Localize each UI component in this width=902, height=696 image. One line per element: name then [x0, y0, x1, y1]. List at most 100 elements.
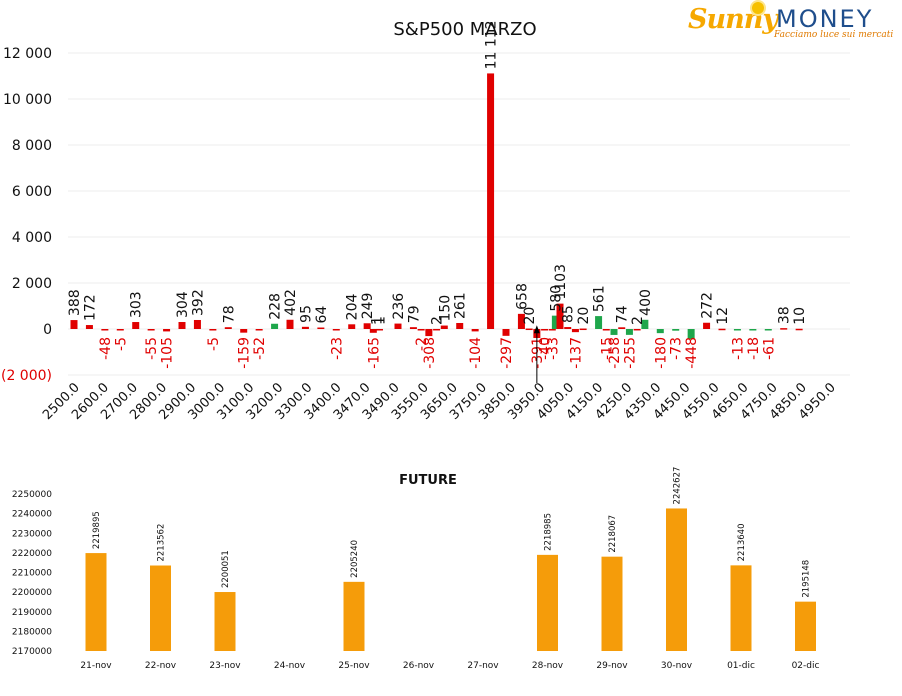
bar: [687, 329, 695, 340]
bar: [672, 329, 680, 331]
bar: [332, 329, 340, 331]
bar: [363, 323, 371, 329]
sun-icon: [752, 2, 764, 14]
bar: [85, 325, 93, 329]
bar: [595, 316, 603, 329]
bar: [633, 328, 641, 331]
future-x-tick-label: 21-nov: [80, 661, 112, 671]
data-label: 2: [430, 316, 446, 325]
future-bar: [150, 565, 171, 651]
future-bar: [214, 592, 236, 651]
bar: [409, 327, 417, 329]
price-marker: [533, 325, 540, 383]
future-x-axis-ticks: 21-nov 22-nov 23-nov 24-nov 25-nov 26-nov 27-n…: [80, 661, 819, 671]
future-y-tick-label: 2220000: [12, 549, 52, 559]
data-label: 38: [777, 306, 793, 324]
future-bars: [85, 508, 816, 651]
bar: [417, 329, 425, 331]
bar: [178, 322, 186, 329]
bar: [487, 73, 495, 329]
data-label: 12: [715, 307, 731, 325]
future-data-label: 2219895: [92, 511, 102, 549]
data-label: 249: [360, 293, 376, 320]
bar: [795, 328, 803, 331]
future-bar: [601, 556, 623, 651]
y-tick-label: 12 000: [3, 46, 52, 62]
data-label: -297: [499, 337, 515, 369]
future-y-tick-label: 2200000: [12, 588, 52, 598]
bar: [602, 329, 610, 331]
data-label: 20: [522, 307, 538, 325]
future-data-labels: 2219895 2213562 2200051 2205240 2218985 22180…: [92, 467, 812, 598]
future-x-tick-label: 28-nov: [532, 661, 564, 671]
bar: [749, 329, 757, 331]
y-tick-label: 2 000: [12, 276, 52, 292]
data-label: -61: [761, 337, 777, 360]
bar: [116, 329, 124, 331]
bar: [551, 315, 559, 329]
bar: [101, 329, 109, 331]
bar: [525, 328, 533, 331]
future-y-tick-label: 2250000: [12, 490, 52, 500]
future-x-tick-label: 30-nov: [661, 661, 693, 671]
data-label: 272: [700, 292, 716, 319]
bar: [618, 327, 626, 329]
bar: [433, 328, 441, 331]
bar: [394, 323, 402, 329]
y-tick-label: (2 000): [1, 368, 52, 384]
y-tick-label: 4 000: [12, 230, 52, 246]
data-label: 400: [638, 289, 654, 316]
future-data-label: 2213640: [737, 523, 747, 561]
chart-title: S&P500 MARZO: [393, 19, 536, 40]
data-label: 228: [268, 293, 284, 320]
data-label: -40: [538, 337, 554, 360]
bar: [301, 326, 309, 329]
bar: [764, 329, 772, 331]
future-y-tick-label: 2230000: [12, 529, 52, 539]
data-label: -104: [468, 337, 484, 369]
data-label: 388: [67, 289, 83, 316]
future-y-tick-label: 2210000: [12, 569, 52, 579]
future-data-label: 2213562: [157, 524, 167, 562]
bar: [780, 328, 788, 330]
future-chart-title: FUTURE: [399, 473, 457, 488]
data-label: -33: [545, 337, 561, 360]
logo-brand-b: MONEY: [776, 5, 874, 33]
future-x-tick-label: 26-nov: [403, 661, 435, 671]
data-label: -13: [730, 337, 746, 360]
bar: [132, 322, 140, 329]
data-label: -18: [746, 337, 762, 360]
data-label: 658: [514, 283, 530, 310]
future-x-tick-label: 25-nov: [338, 661, 370, 671]
bar: [240, 329, 248, 333]
bar: [255, 329, 263, 331]
data-label: 172: [82, 294, 98, 321]
data-label: -255: [622, 337, 638, 369]
future-bar: [85, 553, 107, 651]
bar: [369, 329, 377, 333]
data-label: 236: [391, 293, 407, 320]
bar: [147, 329, 155, 331]
y-tick-label: 0: [43, 322, 52, 338]
data-label: -2: [414, 337, 430, 351]
y-tick-label: 8 000: [12, 138, 52, 154]
data-label: 79: [406, 305, 422, 323]
bar: [564, 327, 572, 329]
future-x-tick-label: 22-nov: [145, 661, 177, 671]
y-axis-ticks: 12 000 10 000 8 000 6 000 4 000 2 000 0 (2 000): [1, 46, 52, 384]
bar: [517, 313, 525, 329]
data-label: 392: [190, 289, 206, 316]
future-y-tick-label: 2240000: [12, 510, 52, 520]
bar: [70, 320, 78, 329]
data-label: 580: [548, 285, 564, 312]
data-label: -15: [599, 337, 615, 360]
bar: [703, 322, 711, 329]
bar: [541, 329, 549, 331]
data-label: 402: [283, 289, 299, 316]
data-label: -159: [237, 337, 253, 369]
data-label: -258: [607, 337, 623, 369]
data-label: 561: [592, 285, 608, 312]
data-label: -55: [144, 337, 160, 360]
bar: [440, 325, 448, 329]
data-label: 1103: [553, 264, 569, 300]
